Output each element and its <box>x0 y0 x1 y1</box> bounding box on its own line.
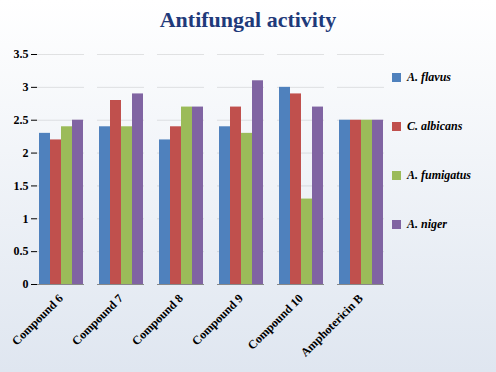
svg-text:0.5: 0.5 <box>14 244 29 258</box>
svg-text:1.5: 1.5 <box>14 179 29 193</box>
svg-text:3.5: 3.5 <box>14 47 29 61</box>
svg-text:Amphotericin B: Amphotericin B <box>298 291 366 359</box>
html-text:A. niger: A. niger <box>407 217 447 231</box>
svg-text:Compound 8: Compound 8 <box>129 291 186 348</box>
html-text:Antifungal activity: Antifungal activity <box>159 7 337 32</box>
svg-text:Compound 7: Compound 7 <box>69 291 126 348</box>
svg-text:Compound 9: Compound 9 <box>189 291 246 348</box>
svg-text:0: 0 <box>23 277 29 291</box>
svg-text:2: 2 <box>23 146 29 160</box>
html-text:C. albicans: C. albicans <box>407 119 463 133</box>
svg-text:Compound 10: Compound 10 <box>245 291 306 352</box>
svg-text:Compound 6: Compound 6 <box>9 291 66 348</box>
html-text:A. flavus: A. flavus <box>407 70 451 84</box>
svg-text:3: 3 <box>23 80 29 94</box>
svg-text:2.5: 2.5 <box>14 113 29 127</box>
html-text:A. fumigatus: A. fumigatus <box>407 168 471 182</box>
svg-text:1: 1 <box>23 212 29 226</box>
